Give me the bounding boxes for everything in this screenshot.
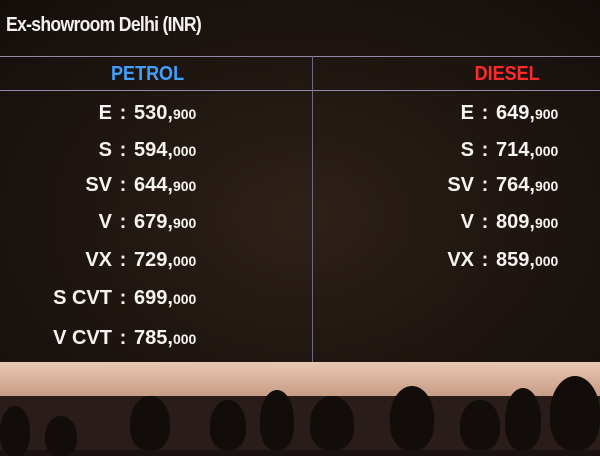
price-tail: 000: [534, 143, 559, 159]
price-main: 859,: [496, 249, 535, 271]
price-row: VX:859,000: [382, 249, 558, 275]
variant-label: E: [98, 102, 112, 124]
variant-label: VX: [85, 249, 112, 271]
divider-vertical: [312, 56, 313, 362]
price-row: E:649,900: [382, 102, 559, 128]
variant-label: SV: [85, 174, 112, 196]
price-tail: 000: [172, 253, 197, 269]
price-tail: 900: [172, 215, 197, 231]
audience-member: [210, 400, 246, 450]
price-row: SV:644,900: [20, 174, 196, 200]
price-row: V:809,900: [382, 211, 559, 237]
price: 809,900: [496, 211, 558, 234]
price-main: 764,: [496, 174, 535, 196]
audience-member: [460, 400, 500, 450]
stage-edge: [0, 362, 600, 396]
audience-member: [260, 390, 294, 450]
price-main: 714,: [496, 139, 535, 161]
audience-member: [505, 388, 541, 450]
variant-label: VX: [447, 249, 474, 271]
price-main: 644,: [134, 174, 173, 196]
price: 699,000: [134, 287, 196, 310]
price-main: 699,: [134, 287, 173, 309]
price-tail: 900: [534, 106, 559, 122]
price-main: 729,: [134, 249, 173, 271]
variant-label: SV: [447, 174, 474, 196]
price: 644,900: [134, 174, 196, 197]
price-row: S:594,000: [20, 139, 197, 165]
variant-label: V CVT: [53, 327, 112, 349]
price-main: 649,: [496, 102, 535, 124]
price-tail: 000: [534, 253, 559, 269]
variant-label: S: [460, 139, 474, 161]
separator: :: [481, 102, 489, 124]
price-row: S:714,000: [382, 139, 559, 165]
price: 594,000: [134, 139, 196, 162]
petrol-heading: PETROL: [111, 63, 185, 85]
audience-member: [390, 386, 434, 450]
price-row: V CVT:785,000: [20, 327, 196, 353]
separator: :: [119, 287, 127, 309]
price: 714,000: [496, 139, 558, 162]
price-row: S CVT:699,000: [20, 287, 196, 313]
price-row: SV:764,900: [382, 174, 558, 200]
diesel-heading: DIESEL: [474, 63, 540, 85]
separator: :: [119, 139, 127, 161]
divider-header: [0, 90, 600, 91]
separator: :: [481, 211, 489, 233]
separator: :: [119, 327, 127, 349]
variant-label: E: [460, 102, 474, 124]
audience-member: [550, 376, 600, 450]
variant-label: V: [460, 211, 474, 233]
slide-title: Ex-showroom Delhi (INR): [6, 14, 202, 36]
price-tail: 900: [534, 215, 559, 231]
price-tail: 000: [172, 143, 197, 159]
price-main: 785,: [134, 327, 173, 349]
separator: :: [119, 211, 127, 233]
variant-label: S: [98, 139, 112, 161]
price-row: E:530,900: [20, 102, 197, 128]
price-row: VX:729,000: [20, 249, 196, 275]
price-main: 809,: [496, 211, 535, 233]
audience-member: [130, 396, 170, 450]
variant-label: V: [98, 211, 112, 233]
price: 859,000: [496, 249, 558, 272]
price: 764,900: [496, 174, 558, 197]
separator: :: [481, 174, 489, 196]
price-main: 594,: [134, 139, 173, 161]
audience-member: [310, 396, 354, 450]
price-main: 679,: [134, 211, 173, 233]
price-tail: 000: [172, 331, 197, 347]
separator: :: [119, 249, 127, 271]
price-tail: 000: [172, 291, 197, 307]
price: 530,900: [134, 102, 196, 125]
variant-label: S CVT: [53, 287, 112, 309]
price: 729,000: [134, 249, 196, 272]
audience-member: [0, 406, 30, 456]
price-tail: 900: [534, 178, 559, 194]
price-row: V:679,900: [20, 211, 197, 237]
divider-top: [0, 56, 600, 57]
price: 679,900: [134, 211, 196, 234]
presentation-screen: Ex-showroom Delhi (INR) PETROL DIESEL E:…: [0, 0, 600, 362]
price: 785,000: [134, 327, 196, 350]
price: 649,900: [496, 102, 558, 125]
separator: :: [119, 174, 127, 196]
audience-member: [45, 416, 77, 456]
price-main: 530,: [134, 102, 173, 124]
separator: :: [119, 102, 127, 124]
separator: :: [481, 249, 489, 271]
price-tail: 900: [172, 178, 197, 194]
price-tail: 900: [172, 106, 197, 122]
audience: [0, 376, 600, 456]
separator: :: [481, 139, 489, 161]
